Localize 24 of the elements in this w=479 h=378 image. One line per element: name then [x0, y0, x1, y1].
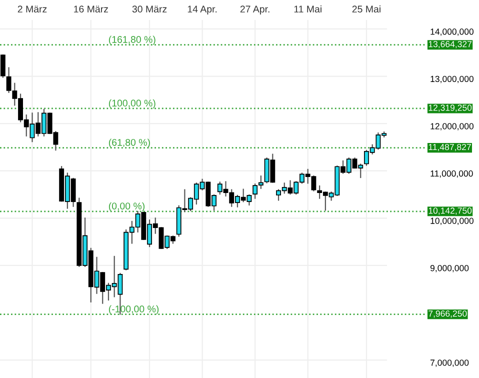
y-tick-label: 11,000,000 [430, 170, 473, 178]
x-tick-label: 30 März [132, 6, 167, 13]
ref-line-label: 10,142,750 [428, 208, 472, 215]
y-tick-label: 7,000,000 [430, 360, 469, 367]
y-tick-label: 14,000,000 [430, 28, 474, 36]
x-tick-label: 14 Apr. [188, 6, 217, 14]
y-tick-label: 9,000,000 [430, 265, 469, 272]
ref-line-label: 13,664,327 [428, 41, 472, 48]
x-tick-label: 25 Mai [352, 5, 380, 13]
x-tick-label: 2 März [18, 6, 47, 13]
annotation: (61,80 %) [108, 138, 150, 148]
y-tick-label: 10,000,000 [430, 218, 474, 225]
x-tick-label: 16 März [74, 6, 108, 13]
x-tick-label: 27 Apr. [240, 6, 270, 14]
ref-line-label: 11,487,827 [428, 144, 471, 152]
ref-line-label: 12,319,250 [428, 104, 472, 112]
annotation: (100,00 %) [108, 99, 156, 108]
y-tick-label: 12,000,000 [430, 123, 474, 130]
ref-line-label: 7,966,250 [428, 310, 467, 318]
annotation: (0,00 %) [108, 202, 144, 212]
candlestick [0, 54, 6, 78]
annotation: (161,80 %) [108, 36, 156, 45]
y-tick-label: 13,000,000 [430, 76, 474, 84]
x-tick-label: 11 Mai [294, 5, 322, 13]
